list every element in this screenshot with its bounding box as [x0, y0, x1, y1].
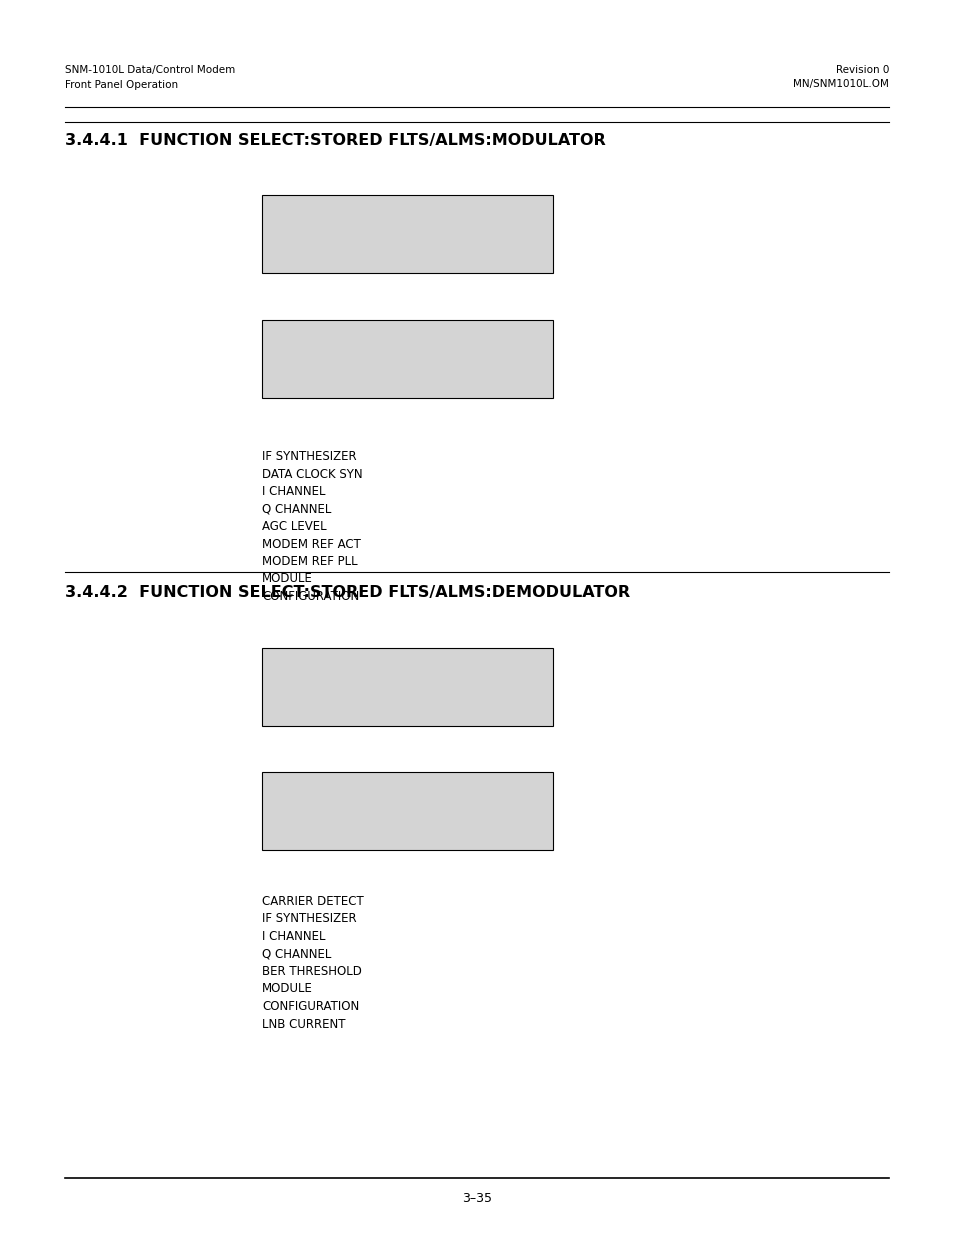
Text: CONFIGURATION: CONFIGURATION: [262, 1000, 359, 1013]
Text: I CHANNEL: I CHANNEL: [262, 485, 326, 498]
Bar: [262, 648, 553, 726]
Text: Q CHANNEL: Q CHANNEL: [262, 947, 332, 961]
Text: SNM-1010L Data/Control Modem: SNM-1010L Data/Control Modem: [65, 65, 235, 75]
Text: LNB CURRENT: LNB CURRENT: [262, 1018, 346, 1030]
Text: Revision 0: Revision 0: [835, 65, 888, 75]
Text: DATA CLOCK SYN: DATA CLOCK SYN: [262, 468, 362, 480]
Text: Q CHANNEL: Q CHANNEL: [262, 503, 332, 515]
Text: MN/SNM1010L.OM: MN/SNM1010L.OM: [792, 79, 888, 89]
Text: MODEM REF ACT: MODEM REF ACT: [262, 537, 361, 551]
Text: IF SYNTHESIZER: IF SYNTHESIZER: [262, 913, 356, 925]
Bar: [262, 195, 553, 273]
Bar: [262, 320, 553, 398]
Text: 3.4.4.2  FUNCTION SELECT:STORED FLTS/ALMS:DEMODULATOR: 3.4.4.2 FUNCTION SELECT:STORED FLTS/ALMS…: [65, 585, 630, 600]
Text: 3.4.4.1  FUNCTION SELECT:STORED FLTS/ALMS:MODULATOR: 3.4.4.1 FUNCTION SELECT:STORED FLTS/ALMS…: [65, 133, 605, 148]
Text: CARRIER DETECT: CARRIER DETECT: [262, 895, 364, 908]
Text: Front Panel Operation: Front Panel Operation: [65, 79, 178, 89]
Text: MODEM REF PLL: MODEM REF PLL: [262, 555, 357, 568]
Text: BER THRESHOLD: BER THRESHOLD: [262, 965, 362, 978]
Text: 3–35: 3–35: [461, 1192, 492, 1205]
Text: AGC LEVEL: AGC LEVEL: [262, 520, 327, 534]
Text: MODULE: MODULE: [262, 983, 313, 995]
Text: CONFIGURATION: CONFIGURATION: [262, 590, 359, 603]
Text: IF SYNTHESIZER: IF SYNTHESIZER: [262, 450, 356, 463]
Text: I CHANNEL: I CHANNEL: [262, 930, 326, 944]
Bar: [262, 772, 553, 850]
Text: MODULE: MODULE: [262, 573, 313, 585]
